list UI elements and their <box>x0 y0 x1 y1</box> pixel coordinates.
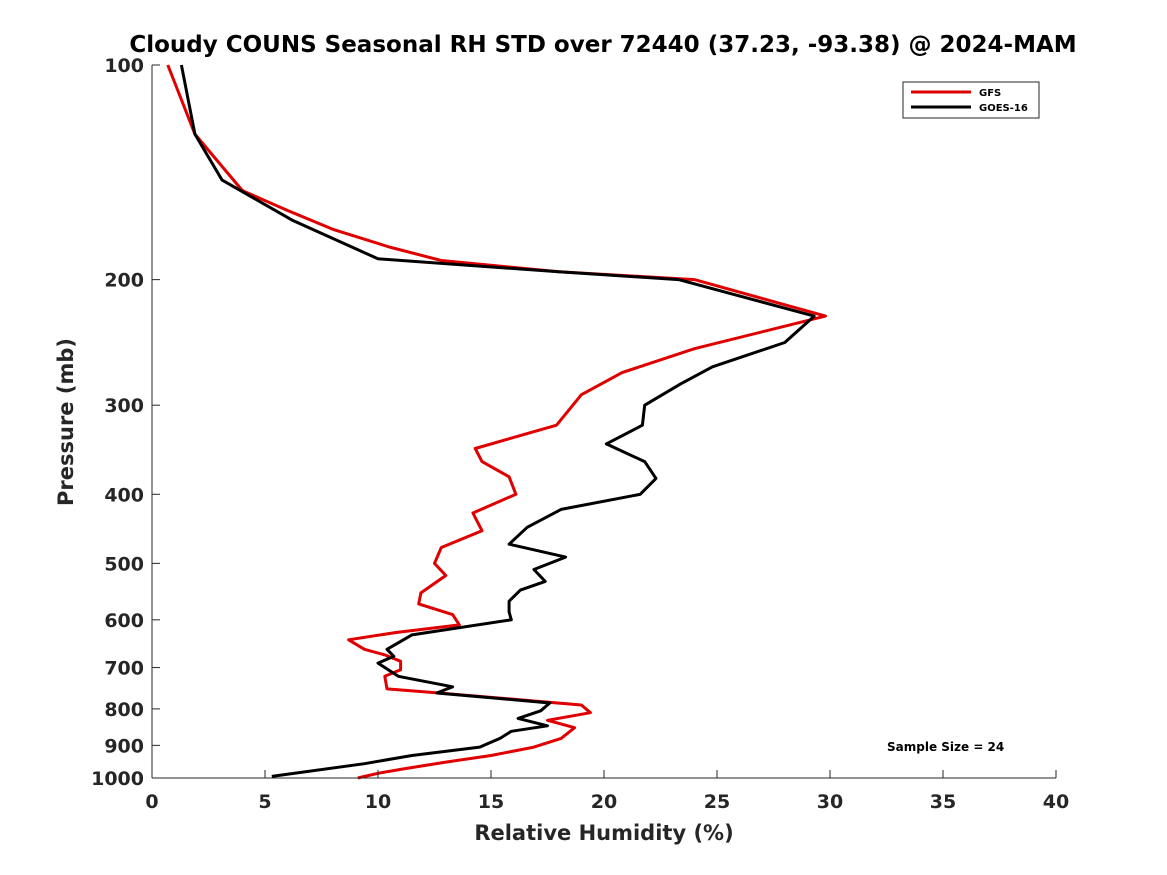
x-tick-label: 20 <box>591 791 617 813</box>
y-axis-ticks: 100 200 300 400 500 600 700 800 900 1000 <box>91 55 160 790</box>
y-tick-label: 900 <box>104 735 144 757</box>
y-tick-label: 300 <box>104 395 144 417</box>
legend-label-goes16: GOES-16 <box>979 103 1028 114</box>
sample-size-annotation: Sample Size = 24 <box>887 740 1004 754</box>
plot-area: 0 5 10 15 20 25 30 35 40 100 200 300 400 500 600 700 80… <box>91 55 1069 813</box>
x-tick-label: 40 <box>1043 791 1069 813</box>
y-tick-label: 1000 <box>91 768 144 790</box>
y-tick-label: 700 <box>104 658 144 680</box>
x-tick-label: 5 <box>258 791 271 813</box>
x-axis-ticks: 0 5 10 15 20 25 30 35 40 <box>145 770 1069 813</box>
chart-title: Cloudy COUNS Seasonal RH STD over 72440 … <box>129 32 1076 58</box>
x-tick-label: 30 <box>817 791 843 813</box>
y-tick-label: 500 <box>104 553 144 575</box>
x-axis-label: Relative Humidity (%) <box>474 821 733 845</box>
x-tick-label: 0 <box>145 791 158 813</box>
legend-box <box>902 81 1040 119</box>
y-tick-label: 200 <box>104 270 144 292</box>
legend: GFS GOES-16 <box>902 81 1040 119</box>
y-tick-label: 800 <box>104 699 144 721</box>
series-line-goes16 <box>179 64 816 778</box>
legend-label-gfs: GFS <box>979 88 1001 99</box>
x-tick-label: 25 <box>704 791 730 813</box>
y-tick-label: 100 <box>104 55 144 77</box>
series-layer <box>166 64 827 780</box>
y-axis-label: Pressure (mb) <box>54 338 78 506</box>
x-tick-label: 15 <box>478 791 504 813</box>
x-tick-label: 35 <box>930 791 956 813</box>
x-tick-label: 10 <box>365 791 391 813</box>
y-tick-label: 600 <box>104 610 144 632</box>
y-tick-label: 400 <box>104 484 144 506</box>
